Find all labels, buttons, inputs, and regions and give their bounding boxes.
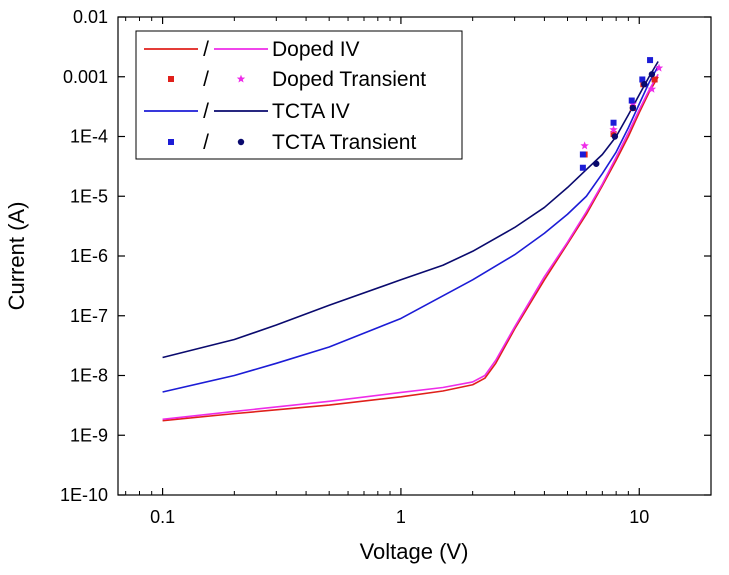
legend-label-0: Doped IV (272, 38, 360, 61)
y-tick-label-1: 1E-9 (70, 425, 108, 445)
y-tick-label-6: 1E-4 (70, 127, 108, 147)
y-axis-title: Current (A) (4, 202, 29, 311)
series-5-point-4 (654, 63, 664, 72)
series-7-point-0 (593, 160, 600, 167)
plot-series (162, 57, 664, 422)
series-line-1 (162, 73, 659, 421)
x-tick-label-1: 1 (396, 507, 406, 527)
series-7-point-1 (611, 133, 619, 140)
legend-marker-a-3 (168, 139, 174, 145)
series-5-point-0 (580, 141, 589, 150)
series-5-point-2 (628, 99, 638, 108)
legend-separator-2: / (203, 100, 209, 123)
series-6-point-1 (579, 151, 586, 158)
x-tick-label-2: 10 (629, 507, 649, 527)
legend-separator-0: / (203, 38, 209, 61)
y-tick-label-0: 1E-10 (60, 485, 108, 505)
legend-separator-1: / (203, 68, 209, 91)
legend-label-3: TCTA Transient (272, 131, 416, 154)
series-line-0 (162, 76, 659, 422)
x-axis-title: Voltage (V) (360, 539, 469, 564)
legend-marker-b-3 (237, 138, 245, 146)
series-5-point-1 (609, 125, 618, 134)
series-7-point-2 (629, 104, 637, 112)
legend-box (135, 30, 463, 160)
legend-separator-3: / (203, 131, 209, 154)
y-tick-label-3: 1E-7 (70, 306, 108, 326)
y-tick-label-8: 0.01 (73, 7, 108, 27)
y-tick-label-7: 0.001 (63, 67, 108, 87)
series-line-2 (162, 65, 659, 393)
legend: / Doped IV / Doped Transient / TCTA IV / TCTA T… (135, 30, 463, 160)
legend-marker-a-1 (168, 76, 174, 82)
legend-label-2: TCTA IV (272, 100, 350, 123)
y-tick-label-2: 1E-8 (70, 366, 108, 386)
series-6-point-5 (647, 57, 654, 64)
series-7-point-3 (641, 81, 648, 88)
series-5-point-3 (647, 84, 657, 93)
series-4-point-4 (651, 76, 658, 83)
series-6-point-0 (579, 164, 586, 171)
series-6-point-2 (610, 119, 617, 126)
series-6-point-3 (628, 97, 635, 104)
legend-label-1: Doped Transient (272, 68, 426, 91)
legend-marker-b-1 (236, 74, 246, 83)
axis-ticks: 0.1 1 10 1E-10 1E-9 1E-8 1E-7 1E-6 1E-5 1E-4 0.001… (60, 7, 711, 527)
x-tick-label-0: 0.1 (150, 507, 175, 527)
series-7-point-4 (648, 71, 656, 78)
y-tick-label-5: 1E-5 (70, 186, 108, 206)
series-6-point-4 (639, 76, 646, 83)
y-tick-label-4: 1E-6 (70, 246, 108, 266)
